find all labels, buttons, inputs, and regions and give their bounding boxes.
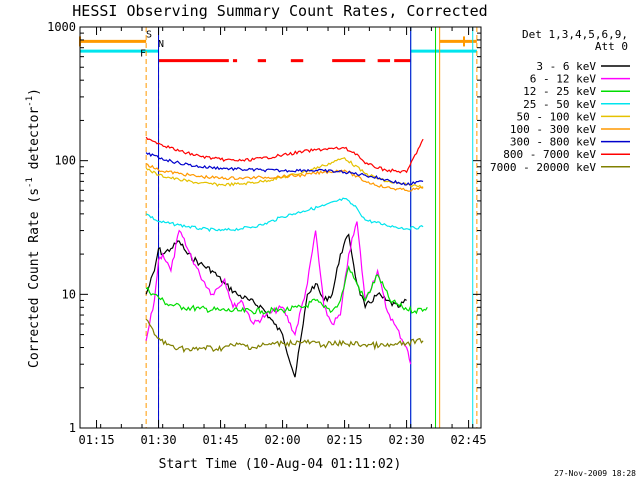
y-axis-label-exp2: -1 [25,96,35,107]
x-tick-label: 01:30 [140,433,176,447]
x-tick-label: 01:45 [202,433,238,447]
y-tick-label: 1000 [47,20,76,34]
y-axis-label-exp1: -1 [25,177,35,188]
x-tick-label: 02:45 [451,433,487,447]
y-tick-label: 1 [69,421,76,435]
vertical-marker-lines [79,27,478,428]
flag-bars: SN F [79,29,477,63]
y-axis-label-end: ) [27,88,42,96]
series-group [145,136,428,378]
y-tick-label: 10 [62,287,76,301]
series-line-9 [145,318,424,354]
legend-header-line2: Att 0 [595,40,628,53]
series-line-4 [145,197,424,233]
legend-entry-label: 100 - 300 keV [510,123,596,136]
legend-entry-label: 3 - 6 keV [536,60,596,73]
series-line-5 [145,157,424,189]
legend-entry-label: 300 - 800 keV [510,136,596,149]
y-tick-label: 100 [54,154,76,168]
y-axis-label: Corrected Count Rate (s-1 detector-1) [25,88,42,368]
flag-label-f: F [140,49,146,60]
x-tick-label: 01:15 [78,433,114,447]
legend-entry-label: 25 - 50 keV [523,98,596,111]
legend-entry-label: 12 - 25 keV [523,85,596,98]
axis-ticks: 01:15 01:30 01:45 02:00 02:15 02:30 02:45 1 10 10… [47,20,487,447]
chart-title: HESSI Observing Summary Count Rates, Cor… [72,2,487,20]
legend-entry-label: 50 - 100 keV [517,110,597,123]
plot-frame [79,26,482,429]
legend-entry-label: 7000 - 20000 keV [490,161,596,174]
x-tick-label: 02:30 [389,433,425,447]
x-tick-label: 02:00 [265,433,301,447]
series-line-8 [145,136,424,174]
date-stamp: 27-Nov-2009 18:28 [554,469,636,478]
y-axis-label-main: Corrected Count Rate (s [27,188,42,368]
x-axis-label: Start Time (10-Aug-04 01:11:02) [159,457,402,472]
flag-label-s: S [146,29,152,40]
series-line-1 [145,233,407,378]
flag-label-n: N [158,39,164,50]
series-line-3 [145,265,428,315]
legend-entry-label: 6 - 12 keV [530,73,597,86]
y-axis-label-mid: detector [27,107,42,178]
legend-entry-label: 800 - 7000 keV [503,148,596,161]
series-line-6 [145,163,424,192]
series-line-7 [145,152,424,186]
legend-header-line1: Det 1,3,4,5,6,9, [522,28,628,41]
x-tick-label: 02:15 [327,433,363,447]
